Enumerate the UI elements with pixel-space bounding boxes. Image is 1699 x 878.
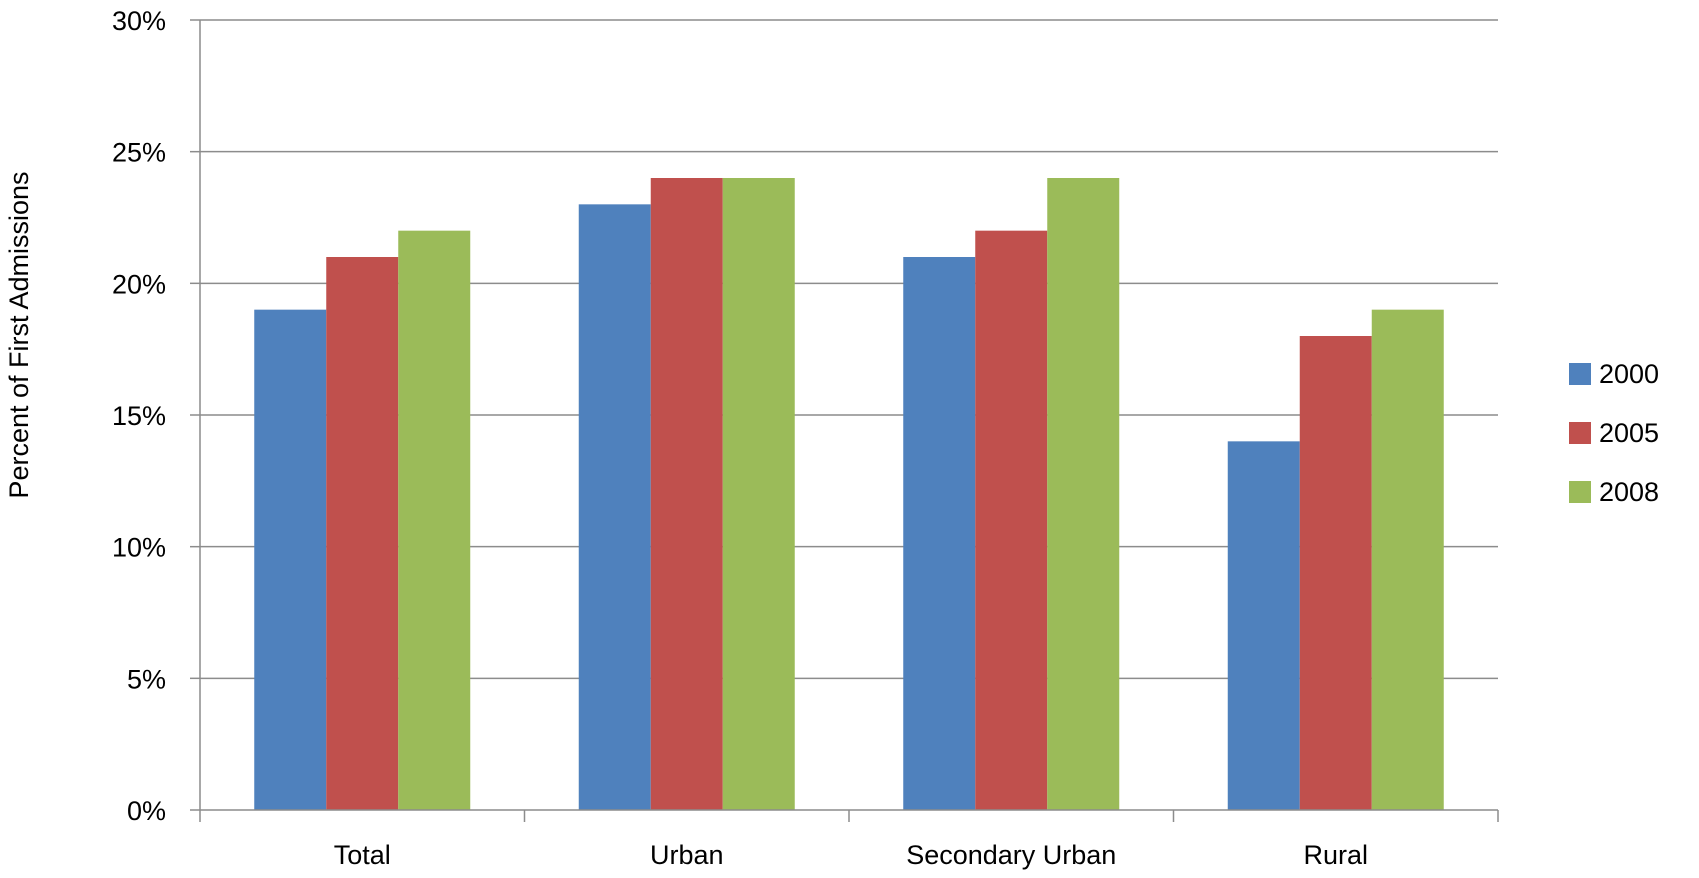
bar [1227, 441, 1300, 810]
legend-label: 2000 [1599, 359, 1659, 389]
bar [578, 204, 651, 811]
y-tick-label: 15% [112, 401, 166, 431]
y-tick-label: 5% [127, 664, 166, 694]
y-tick-label: 25% [112, 138, 166, 168]
bar [326, 257, 399, 810]
bar [650, 178, 723, 810]
y-tick-label: 30% [112, 6, 166, 36]
y-tick-label: 20% [112, 269, 166, 299]
bar [1371, 309, 1444, 810]
x-tick-labels: Total Urban Secondary Urban Rural [334, 840, 1368, 870]
axes [190, 19, 1499, 822]
legend-label: 2005 [1599, 418, 1659, 448]
x-category-label: Urban [650, 840, 724, 870]
x-category-label: Secondary Urban [906, 840, 1116, 870]
bar [1299, 336, 1372, 810]
bar [1047, 178, 1120, 810]
legend: 2000 2005 2008 [1569, 359, 1659, 507]
x-category-label: Rural [1303, 840, 1368, 870]
bar [254, 309, 327, 810]
legend-swatch [1569, 363, 1591, 385]
bars [254, 178, 1444, 811]
bar [903, 257, 976, 810]
y-tick-label: 0% [127, 796, 166, 826]
y-tick-labels: 0% 5% 10% 15% 20% 25% 30% [112, 6, 166, 826]
legend-swatch [1569, 481, 1591, 503]
bar [722, 178, 795, 810]
legend-label: 2008 [1599, 477, 1659, 507]
y-axis-label: Percent of First Admissions [4, 171, 34, 498]
legend-swatch [1569, 422, 1591, 444]
bar [398, 230, 471, 810]
x-category-label: Total [334, 840, 391, 870]
y-tick-label: 10% [112, 533, 166, 563]
bar [975, 230, 1048, 810]
